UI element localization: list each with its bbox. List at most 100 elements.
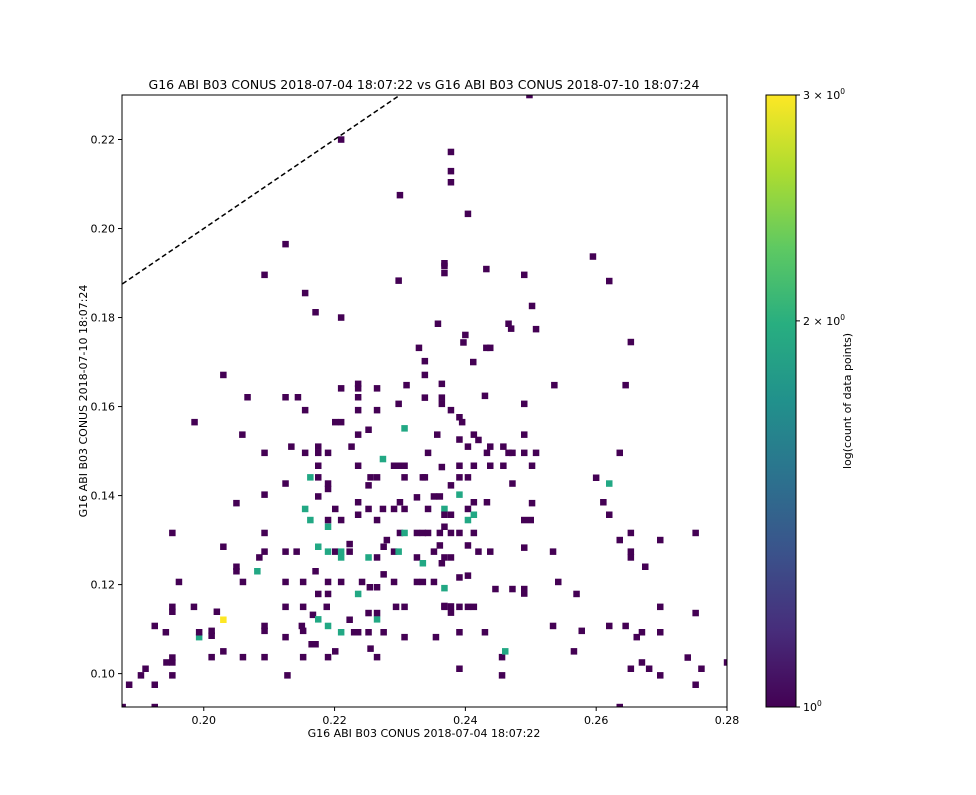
heatmap-cell: [315, 449, 322, 457]
heatmap-cell: [354, 431, 362, 438]
heatmap-cell: [151, 622, 158, 630]
heatmap-cell: [261, 548, 268, 555]
heatmap-cell: [401, 603, 408, 611]
heatmap-cell: [441, 603, 448, 611]
heatmap-cell: [441, 511, 448, 518]
x-tick-label: 0.24: [453, 714, 478, 727]
heatmap-cell: [261, 271, 268, 279]
heatmap-cell: [447, 511, 455, 518]
x-tick-label: 0.26: [584, 714, 609, 727]
heatmap-cell: [332, 418, 339, 426]
y-tick-label: 0.22: [91, 134, 116, 147]
heatmap-cell: [509, 480, 516, 487]
heatmap-cell: [657, 672, 664, 679]
heatmap-cell: [419, 560, 427, 567]
heatmap-cell: [528, 462, 536, 469]
heatmap-cell: [195, 633, 203, 641]
heatmap-cell: [430, 493, 438, 500]
heatmap-cell: [456, 574, 463, 581]
heatmap-cell: [365, 554, 372, 561]
heatmap-cell: [395, 462, 402, 469]
heatmap-cell: [606, 511, 613, 518]
heatmap-cell: [169, 608, 176, 615]
heatmap-cell: [213, 608, 221, 615]
heatmap-cell: [492, 585, 499, 593]
heatmap-cell: [379, 455, 387, 463]
heatmap-cell: [475, 436, 482, 444]
heatmap-cell: [396, 499, 404, 506]
heatmap-cell: [299, 603, 307, 611]
x-axis: 0.20 0.22 0.24 0.26 0.28: [192, 707, 740, 727]
heatmap-cell: [324, 485, 332, 493]
heatmap-cell: [332, 505, 339, 513]
heatmap-cell: [421, 357, 429, 365]
heatmap-cell: [380, 629, 387, 636]
heatmap-cell: [163, 659, 170, 666]
heatmap-cell: [521, 431, 528, 438]
heatmap-cell: [498, 672, 506, 679]
colorbar-tick-label: 3 × 100: [803, 87, 845, 102]
heatmap-cell: [616, 449, 623, 457]
heatmap-cell: [348, 443, 355, 450]
heatmap-cell: [254, 568, 261, 575]
y-tick-label: 0.20: [91, 223, 116, 236]
heatmap-cell: [447, 529, 455, 537]
heatmap-cell: [208, 653, 215, 661]
heatmap-cell: [438, 394, 446, 401]
heatmap-cell: [505, 320, 512, 327]
heatmap-cell: [365, 482, 372, 489]
heatmap-cell: [373, 609, 381, 617]
heatmap-cell: [441, 584, 448, 592]
heatmap-cell: [441, 505, 448, 513]
heatmap-cell: [208, 632, 215, 639]
heatmap-cell: [390, 462, 398, 469]
heatmap-cell: [487, 462, 494, 469]
heatmap-cell: [464, 572, 472, 579]
heatmap-cell: [464, 474, 472, 481]
heatmap-cell: [570, 648, 578, 655]
heatmap-cell: [456, 474, 463, 481]
heatmap-cell: [421, 371, 429, 379]
heatmap-cell: [337, 554, 345, 561]
heatmap-cell: [308, 641, 315, 648]
heatmap-cell: [424, 449, 432, 457]
heatmap-cell: [502, 648, 509, 655]
heatmap-cell: [462, 331, 469, 339]
heatmap-cell: [528, 499, 536, 507]
heatmap-cell: [373, 385, 381, 392]
heatmap-cell: [282, 578, 289, 586]
heatmap-cell: [169, 654, 176, 661]
heatmap-cell: [332, 548, 339, 555]
heatmap-cell: [315, 543, 322, 550]
heatmap-cell: [692, 681, 699, 688]
heatmap-cell: [600, 499, 607, 506]
y-axis: 0.10 0.12 0.14 0.16 0.18 0.20 0.22: [91, 134, 122, 681]
heatmap-cell: [301, 406, 309, 414]
heatmap-cell: [438, 400, 446, 408]
heatmap-cell: [498, 653, 506, 661]
heatmap-cell: [616, 703, 623, 707]
heatmap-cell: [282, 240, 289, 248]
heatmap-cell: [261, 449, 268, 457]
colorbar-label: log(count of data points): [841, 333, 854, 469]
heatmap-cell: [239, 431, 246, 438]
heatmap-cell: [282, 480, 289, 487]
heatmap-cell: [436, 493, 444, 500]
heatmap-cell: [500, 443, 507, 450]
heatmap-cell: [294, 394, 302, 401]
x-tick-label: 0.28: [715, 714, 740, 727]
heatmap-cell: [438, 380, 446, 388]
heatmap-cell: [380, 543, 387, 550]
heatmap-cell: [365, 505, 372, 513]
heatmap-cell: [589, 253, 597, 260]
heatmap-cell: [627, 548, 635, 555]
heatmap-cell: [239, 578, 247, 586]
heatmap-cell: [315, 616, 322, 623]
heatmap-cell: [354, 499, 362, 506]
heatmap-cell: [233, 568, 240, 575]
heatmap-cell: [324, 548, 332, 555]
heatmap-cell: [354, 380, 362, 388]
heatmap-cell: [390, 548, 398, 555]
heatmap-cell: [169, 659, 176, 666]
